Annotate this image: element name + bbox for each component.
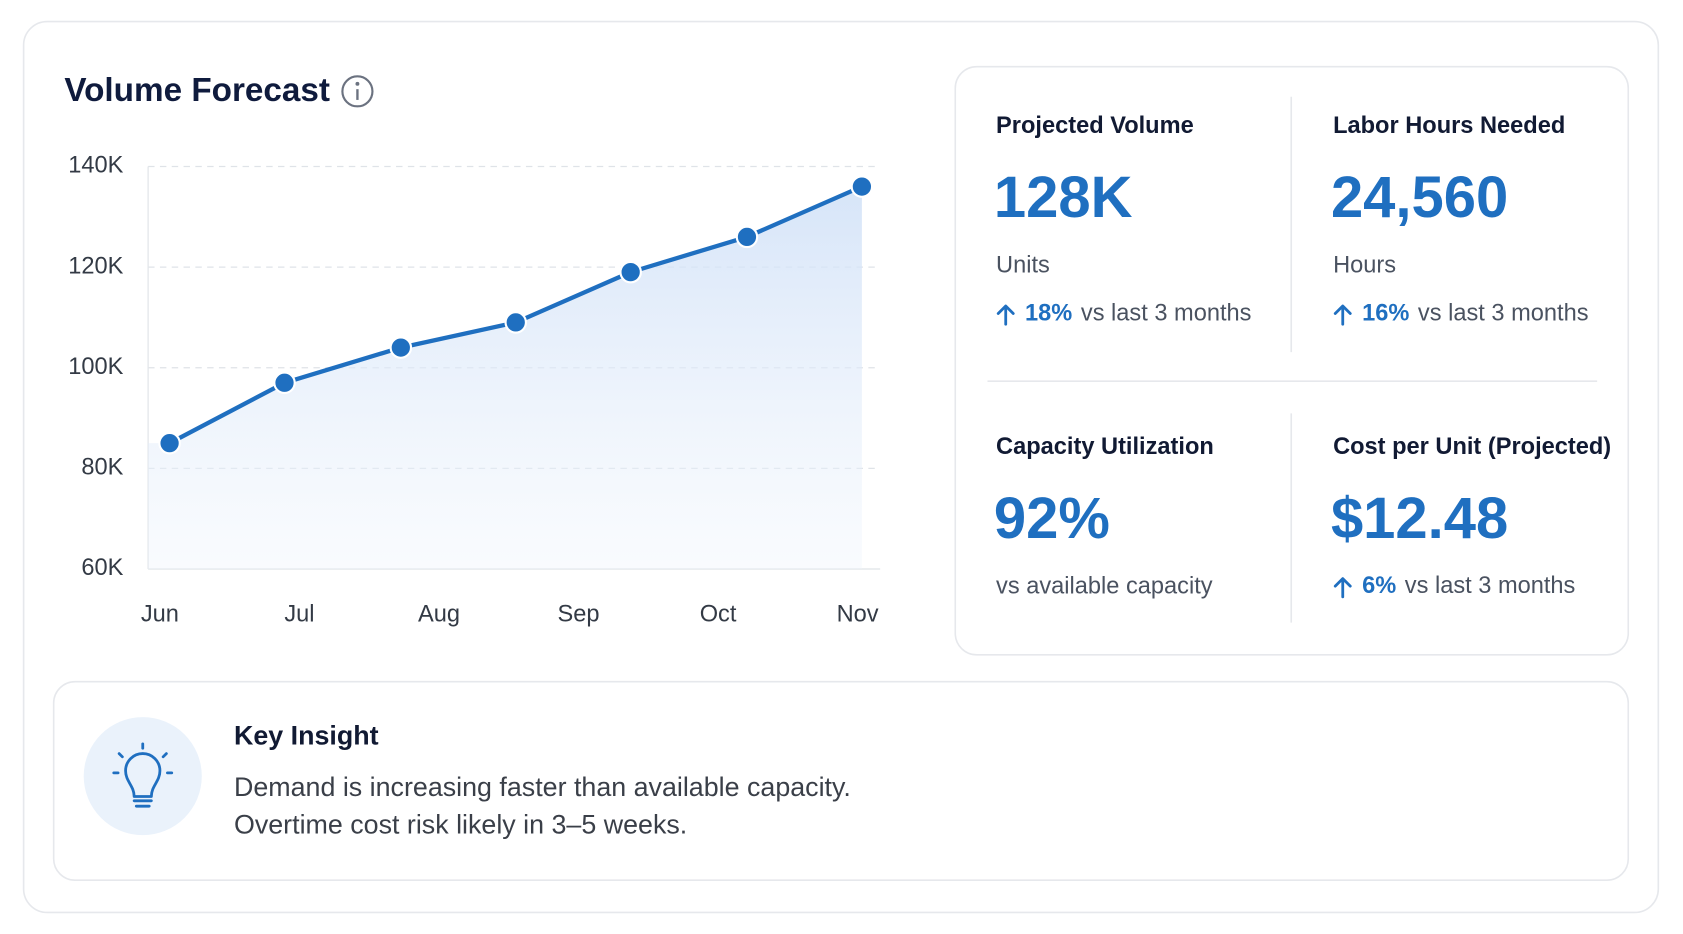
point <box>158 431 181 455</box>
x-tick-label: Sep <box>558 601 600 627</box>
up-arrow <box>1333 304 1352 326</box>
y-tick-label: 100K <box>68 354 123 380</box>
kpi-label: Labor Hours Needed <box>1333 113 1565 139</box>
info-icon[interactable] <box>341 75 374 108</box>
insight-card <box>52 680 1630 882</box>
y-tick-label: 80K <box>81 455 123 481</box>
point <box>504 311 528 334</box>
point <box>273 371 296 395</box>
point <box>389 336 413 359</box>
x-tick-label: Nov <box>837 601 879 627</box>
insight-text: Demand is increasing faster than availab… <box>234 772 851 802</box>
up-arrow <box>1333 577 1352 599</box>
kpi-label: Projected Volume <box>996 113 1194 139</box>
insight-text: Overtime cost risk likely in 3–5 weeks. <box>234 810 687 840</box>
kpi-change-text: 16% vs last 3 months <box>1362 301 1588 327</box>
chart-title: Volume Forecast <box>64 72 330 109</box>
kpi-change: 18% vs last 3 months <box>996 301 1251 327</box>
x-tick-label: Jul <box>284 601 314 627</box>
area <box>148 186 881 569</box>
kpi-change-note: vs last 3 months <box>1081 301 1252 327</box>
kpi-value: $12.48 <box>1331 487 1508 551</box>
kpi-unit: vs available capacity <box>996 573 1213 599</box>
point <box>619 260 642 284</box>
kpi-card <box>954 65 1630 656</box>
point <box>850 175 874 198</box>
x-tick-label: Jun <box>141 601 179 627</box>
kpi-change-note: vs last 3 months <box>1405 573 1576 599</box>
lightbulb-icon <box>112 742 174 808</box>
kpi-label: Capacity Utilization <box>996 434 1214 460</box>
point <box>735 225 759 249</box>
kpi-unit: Units <box>996 253 1050 279</box>
kpi-change: 16% vs last 3 months <box>1333 301 1589 327</box>
insight-icon-bg <box>83 717 202 836</box>
y-tick-label: 120K <box>68 253 123 279</box>
kpi-change-value: 6% <box>1362 573 1396 599</box>
x-tick-label: Aug <box>418 601 460 627</box>
kpi-value: 128K <box>994 166 1133 230</box>
kpi-change-value: 18% <box>1025 301 1072 327</box>
kpi-value: 92% <box>994 487 1110 551</box>
kpi-change-value: 16% <box>1362 301 1409 327</box>
kpi-change-note: vs last 3 months <box>1418 301 1589 327</box>
up-arrow <box>996 304 1015 326</box>
kpi-change: 6% vs last 3 months <box>1333 573 1575 599</box>
x-tick-label: Oct <box>700 601 737 627</box>
y-tick-label: 60K <box>81 555 123 581</box>
insight-title: Key Insight <box>234 721 379 751</box>
y-tick-label: 140K <box>68 153 123 179</box>
kpi-change-text: 18% vs last 3 months <box>1025 301 1251 327</box>
kpi-label: Cost per Unit (Projected) <box>1333 434 1611 460</box>
kpi-value: 24,560 <box>1331 166 1508 230</box>
kpi-change-text: 6% vs last 3 months <box>1362 573 1575 599</box>
kpi-unit: Hours <box>1333 253 1396 279</box>
